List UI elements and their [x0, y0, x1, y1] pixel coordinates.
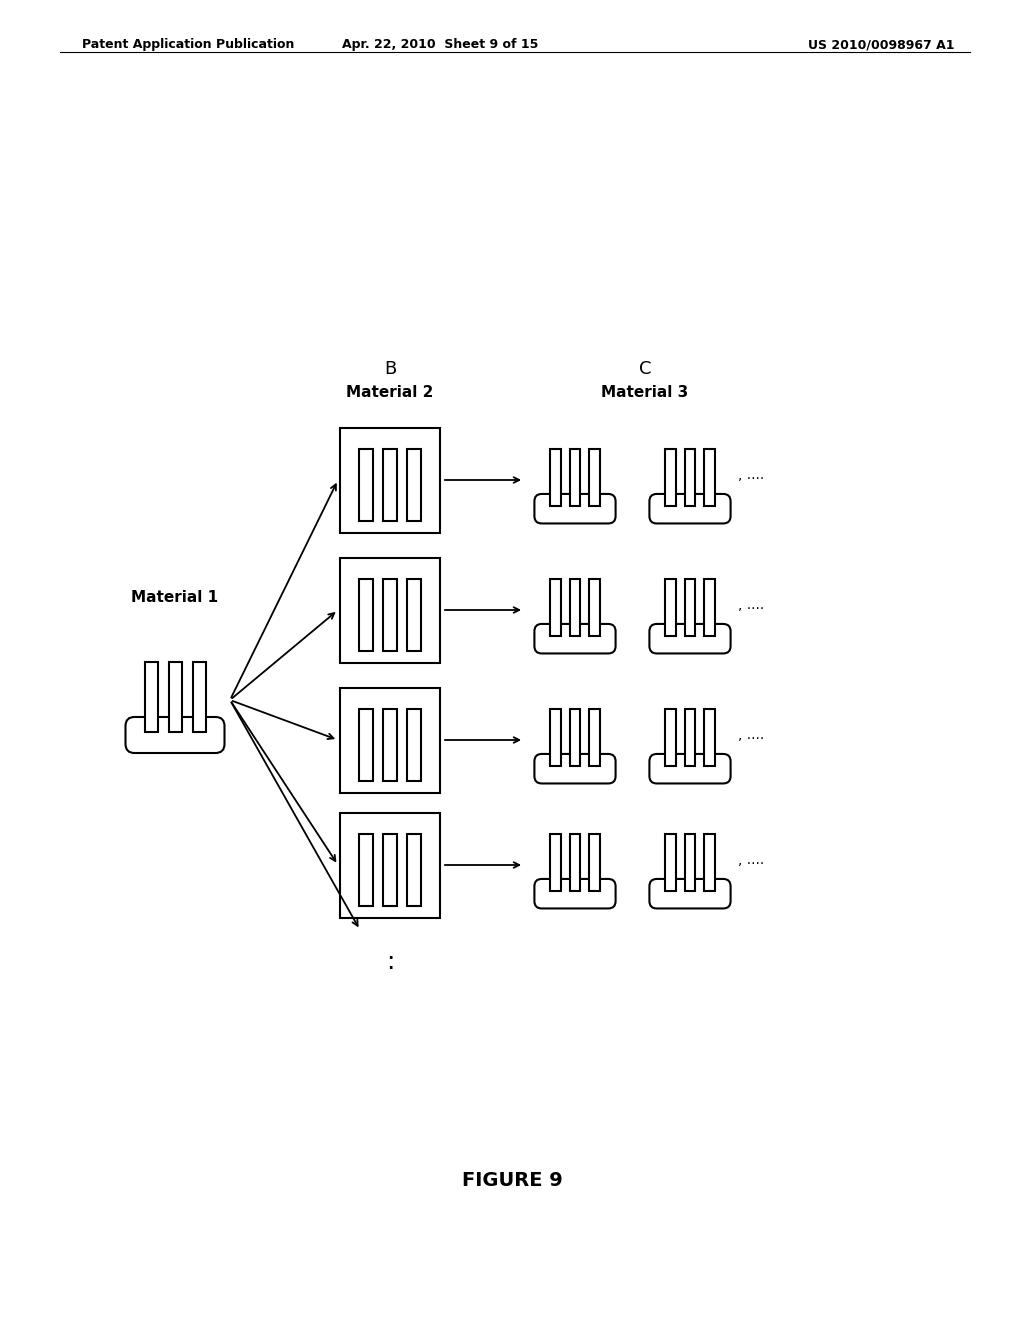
FancyBboxPatch shape: [535, 494, 615, 524]
Bar: [359, 449, 373, 521]
Bar: [359, 709, 373, 781]
Text: Apr. 22, 2010  Sheet 9 of 15: Apr. 22, 2010 Sheet 9 of 15: [342, 38, 539, 51]
Bar: [550, 449, 561, 507]
FancyBboxPatch shape: [535, 624, 615, 653]
Bar: [590, 834, 600, 891]
FancyBboxPatch shape: [649, 624, 730, 653]
Bar: [569, 709, 581, 767]
Bar: [340, 428, 440, 532]
Bar: [383, 834, 397, 906]
Bar: [383, 449, 397, 521]
Text: , ....: , ....: [738, 598, 764, 612]
Bar: [340, 688, 440, 792]
Bar: [383, 709, 397, 781]
Bar: [569, 579, 581, 636]
Bar: [407, 834, 421, 906]
Bar: [685, 709, 695, 767]
Text: , ....: , ....: [738, 729, 764, 742]
Bar: [685, 834, 695, 891]
Bar: [590, 449, 600, 507]
Text: Patent Application Publication: Patent Application Publication: [82, 38, 294, 51]
Bar: [193, 663, 206, 733]
Bar: [685, 449, 695, 507]
Bar: [665, 449, 676, 507]
Bar: [169, 663, 181, 733]
Bar: [705, 834, 715, 891]
Bar: [407, 709, 421, 781]
Bar: [550, 834, 561, 891]
Bar: [665, 709, 676, 767]
Bar: [665, 834, 676, 891]
Bar: [705, 579, 715, 636]
Text: FIGURE 9: FIGURE 9: [462, 1171, 562, 1189]
Text: Material 2: Material 2: [346, 385, 434, 400]
Bar: [569, 834, 581, 891]
FancyBboxPatch shape: [126, 717, 224, 752]
Text: C: C: [639, 360, 651, 378]
Bar: [383, 579, 397, 651]
Text: :: :: [386, 950, 394, 974]
FancyBboxPatch shape: [649, 754, 730, 784]
Bar: [550, 579, 561, 636]
FancyBboxPatch shape: [535, 879, 615, 908]
Bar: [685, 579, 695, 636]
Bar: [407, 579, 421, 651]
Bar: [569, 449, 581, 507]
Text: Material 3: Material 3: [601, 385, 688, 400]
FancyBboxPatch shape: [649, 494, 730, 524]
Bar: [705, 709, 715, 767]
Bar: [590, 709, 600, 767]
Bar: [550, 709, 561, 767]
Bar: [705, 449, 715, 507]
Bar: [665, 579, 676, 636]
Bar: [340, 813, 440, 917]
Text: Material 1: Material 1: [131, 590, 218, 605]
Text: , ....: , ....: [738, 469, 764, 482]
FancyBboxPatch shape: [649, 879, 730, 908]
Text: , ....: , ....: [738, 853, 764, 867]
FancyBboxPatch shape: [535, 754, 615, 784]
Bar: [407, 449, 421, 521]
Text: B: B: [384, 360, 396, 378]
Text: US 2010/0098967 A1: US 2010/0098967 A1: [809, 38, 955, 51]
Bar: [340, 557, 440, 663]
Bar: [590, 579, 600, 636]
Bar: [359, 579, 373, 651]
Bar: [144, 663, 158, 733]
Bar: [359, 834, 373, 906]
